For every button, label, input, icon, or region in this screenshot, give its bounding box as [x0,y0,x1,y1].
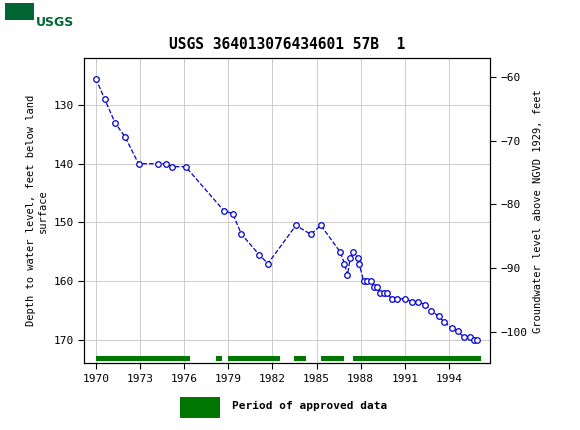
Bar [216,356,222,361]
Bar [321,356,345,361]
Y-axis label: Groundwater level above NGVD 1929, feet: Groundwater level above NGVD 1929, feet [533,89,543,332]
Text: USGS: USGS [36,15,74,28]
Bar [5,3,34,20]
Text: Period of approved data: Period of approved data [232,401,387,412]
Bar [96,356,190,361]
Bar [295,356,306,361]
Bar [5,3,63,37]
Bar [180,397,220,418]
Y-axis label: Depth to water level, feet below land
surface: Depth to water level, feet below land su… [26,95,48,326]
Bar [353,356,481,361]
Bar [229,356,280,361]
Text: USGS 364013076434601 57B  1: USGS 364013076434601 57B 1 [169,37,405,52]
